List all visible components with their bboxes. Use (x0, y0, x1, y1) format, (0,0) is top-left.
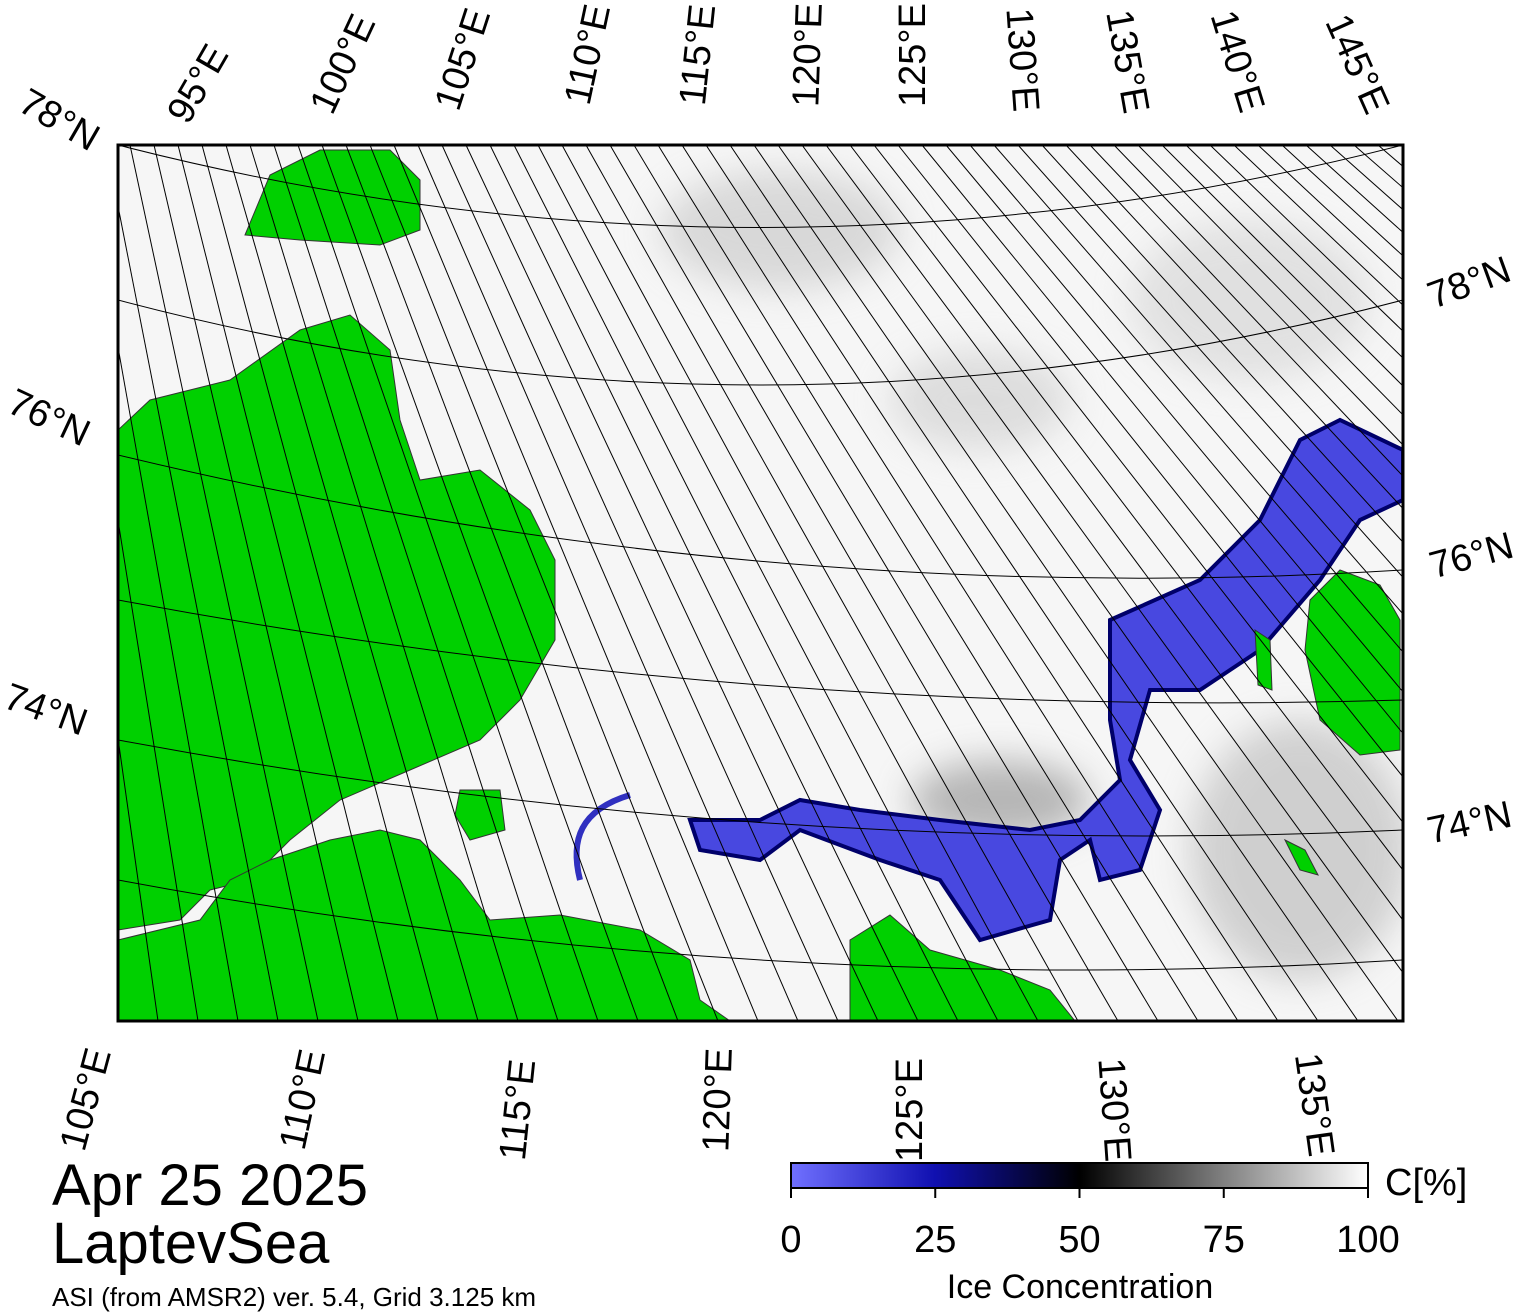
top-lon-label: 125°E (892, 3, 934, 107)
meridian (1041, 145, 1403, 544)
meridian (1017, 145, 1403, 579)
top-lon-label: 110°E (557, 1, 619, 109)
colorbar-tick-label: 0 (780, 1219, 801, 1261)
meridian (118, 734, 159, 1021)
meridian (417, 145, 799, 1021)
meridian (969, 145, 1403, 653)
meridian (777, 145, 1399, 1021)
meridian (201, 145, 439, 1021)
ice-edge-band (687, 417, 1403, 943)
colorbar (790, 1162, 1369, 1189)
meridian (129, 145, 319, 1021)
meridian (1233, 145, 1403, 306)
meridian (729, 145, 1319, 1021)
bottom-lon-label: 120°E (695, 1047, 741, 1152)
meridian (561, 145, 1039, 1021)
top-lon-label: 135°E (1097, 7, 1156, 117)
meridian (849, 145, 1403, 872)
meridian (1089, 145, 1403, 477)
bottom-lon-label: 110°E (272, 1046, 334, 1154)
top-lon-label: 95°E (159, 38, 237, 131)
top-lon-label: 100°E (302, 8, 384, 120)
bottom-lon-label: 135°E (1286, 1050, 1342, 1159)
meridian (118, 1016, 119, 1021)
meridian (465, 145, 879, 1021)
meridians (118, 145, 1403, 1021)
top-lon-label: 145°E (1316, 8, 1397, 120)
meridian (153, 145, 359, 1021)
colorbar-tick-label: 50 (1058, 1219, 1100, 1261)
colorbar-tick-label: 100 (1336, 1219, 1399, 1261)
date: Apr 25 2025 (52, 1153, 368, 1218)
colorbar-tick-label: 75 (1203, 1219, 1245, 1261)
right-lat-label: 76°N (1425, 525, 1518, 588)
source: ASI (from AMSR2) ver. 5.4, Grid 3.125 km (52, 1282, 536, 1312)
colorbar-label: Ice Concentration (947, 1268, 1214, 1306)
meridian (825, 145, 1403, 922)
meridian (489, 145, 919, 1021)
ice-edge-strip (573, 792, 631, 881)
top-lon-label: 115°E (672, 2, 724, 107)
meridian (118, 517, 199, 1021)
meridian (441, 145, 839, 1021)
bottom-lon-label: 115°E (492, 1057, 544, 1162)
right-lat-label: 78°N (1422, 249, 1516, 318)
meridian (273, 145, 559, 1021)
colorbar-ticks: 0 25 50 75 100 (780, 1188, 1400, 1261)
left-lat-label: 78°N (12, 81, 107, 160)
meridian (1209, 145, 1403, 332)
meridian (537, 145, 999, 1021)
meridian (1065, 145, 1403, 510)
meridian (1185, 145, 1403, 359)
meridian (345, 145, 679, 1021)
land (118, 149, 1401, 1021)
right-lat-label: 74°N (1424, 794, 1516, 853)
meridian (705, 145, 1279, 1021)
meridian (921, 145, 1403, 735)
meridian (897, 145, 1403, 778)
region: LaptevSea (52, 1211, 330, 1276)
meridian (118, 344, 239, 1021)
top-lon-label: 105°E (427, 3, 499, 115)
meridian (657, 145, 1199, 1021)
meridian (609, 145, 1119, 1021)
top-lon-label: 120°E (785, 2, 831, 107)
meridian (225, 145, 479, 1021)
meridian (297, 145, 599, 1021)
map-area (118, 145, 1403, 1021)
meridian (393, 145, 759, 1021)
meridian (177, 145, 399, 1021)
meridian (633, 145, 1159, 1021)
meridian (1137, 145, 1403, 416)
meridian (993, 145, 1403, 615)
bottom-lon-label: 130°E (1089, 1057, 1138, 1164)
meridian (321, 145, 639, 1021)
colorbar-tick-label: 25 (914, 1219, 956, 1261)
meridian (369, 145, 719, 1021)
meridian (945, 145, 1403, 693)
left-lat-label: 74°N (0, 676, 93, 745)
meridian (118, 203, 279, 1021)
meridian (681, 145, 1239, 1021)
meridian (513, 145, 959, 1021)
meridian (801, 145, 1403, 974)
top-lon-label: 140°E (1202, 6, 1273, 118)
meridian (585, 145, 1079, 1021)
left-lat-label: 76°N (1, 381, 96, 455)
meridian (753, 145, 1359, 1021)
map-frame (116, 143, 1405, 1023)
bottom-lon-label: 105°E (52, 1044, 119, 1155)
colorbar-unit: C[%] (1385, 1162, 1467, 1204)
meridian (1113, 145, 1403, 446)
bottom-lon-label: 125°E (889, 1058, 931, 1162)
meridian (1161, 145, 1403, 387)
meridian (873, 145, 1403, 824)
top-lon-label: 130°E (997, 7, 1046, 114)
meridian (249, 145, 519, 1021)
